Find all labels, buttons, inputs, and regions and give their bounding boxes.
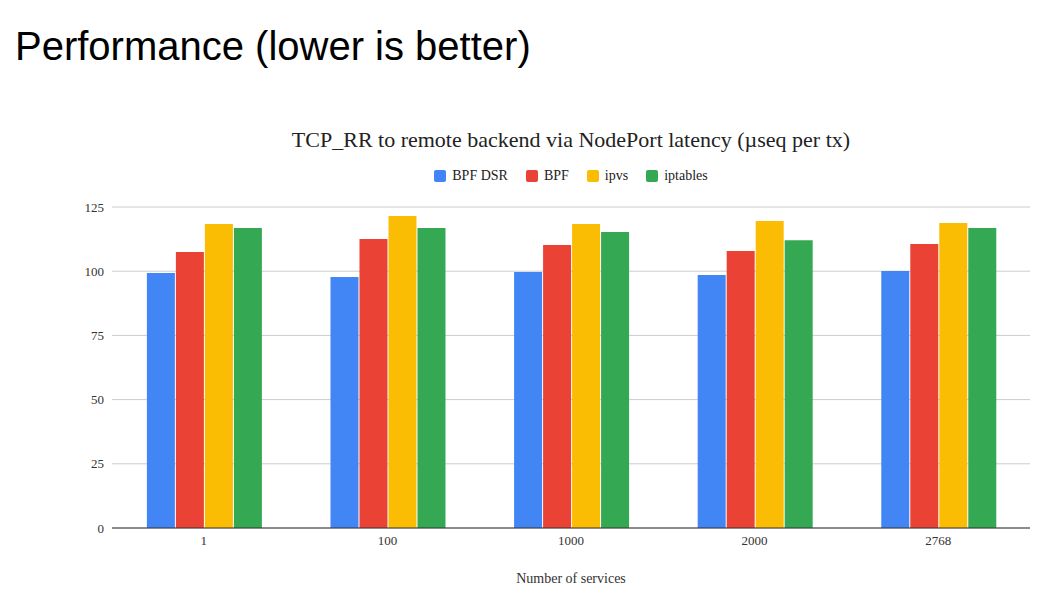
html-text:ipvs: ipvs [604, 168, 629, 183]
html-text:TCP_RR to remote backend via N: TCP_RR to remote backend via NodePort la… [291, 127, 851, 152]
svg-text:Number of services: Number of services [516, 571, 626, 586]
svg-text:25: 25 [91, 456, 104, 471]
svg-text:2768: 2768 [925, 533, 951, 548]
svg-text:1000: 1000 [558, 533, 584, 548]
svg-text:75: 75 [91, 328, 104, 343]
svg-text:100: 100 [85, 264, 105, 279]
svg-text:100: 100 [378, 533, 398, 548]
html-text:BPF: BPF [543, 168, 569, 183]
svg-text:0: 0 [98, 521, 105, 536]
html-text:Performance (lower is better): Performance (lower is better) [15, 24, 531, 68]
svg-text:2000: 2000 [742, 533, 768, 548]
svg-text:1: 1 [201, 533, 208, 548]
html-text:iptables: iptables [664, 168, 708, 183]
svg-text:50: 50 [91, 392, 104, 407]
html-text:BPF DSR: BPF DSR [452, 168, 508, 183]
svg-text:125: 125 [85, 200, 105, 215]
